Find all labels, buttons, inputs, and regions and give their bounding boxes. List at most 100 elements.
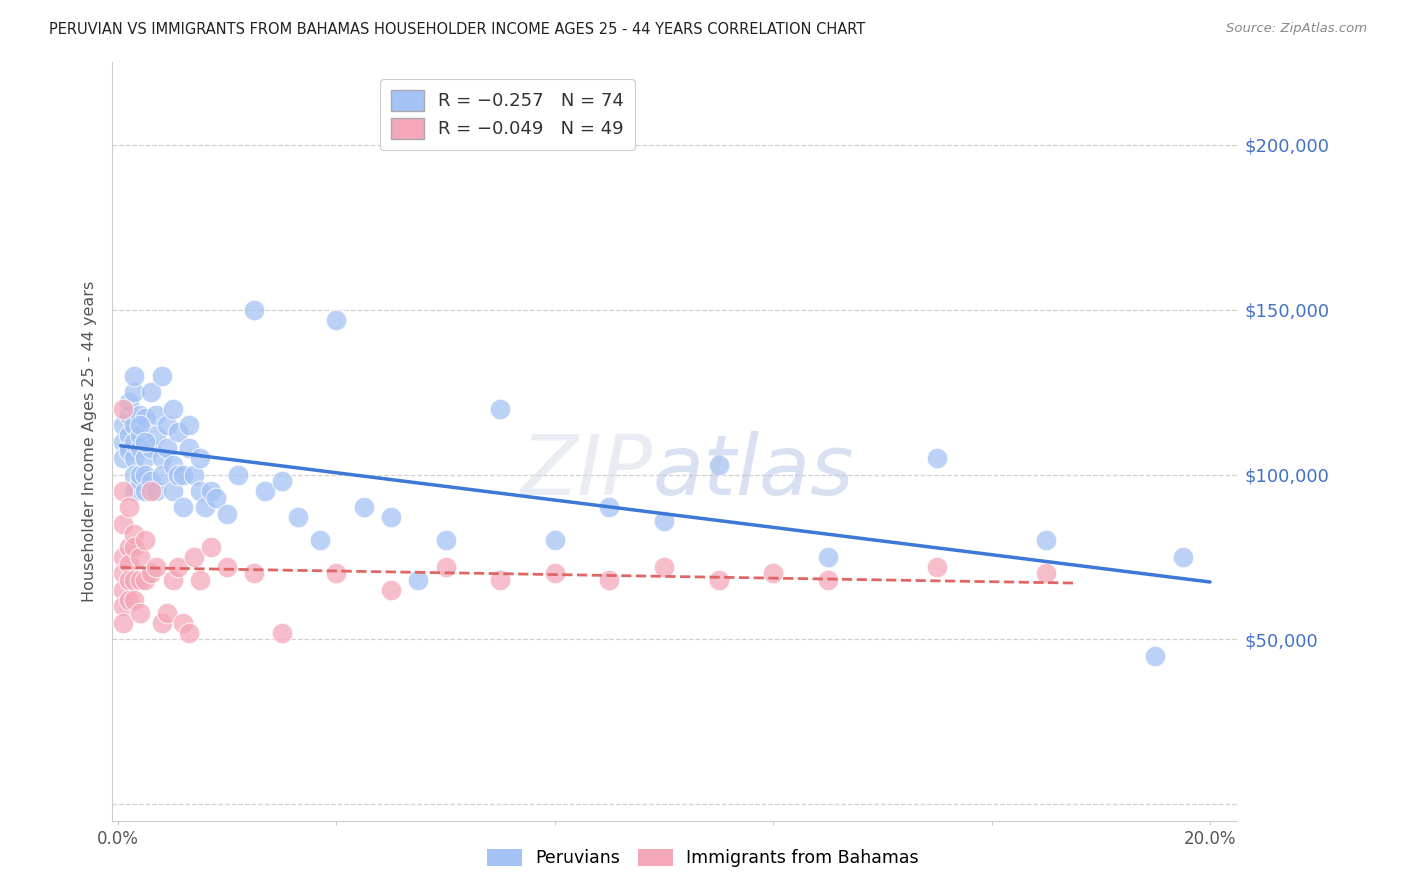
Point bbox=[544, 533, 567, 548]
Point bbox=[172, 467, 194, 482]
Point bbox=[112, 434, 135, 449]
Point bbox=[270, 474, 292, 488]
Point bbox=[139, 483, 162, 498]
Point bbox=[707, 573, 730, 587]
Point bbox=[118, 500, 141, 515]
Point bbox=[134, 533, 156, 548]
Point bbox=[112, 450, 135, 465]
Point bbox=[1035, 566, 1057, 581]
Point bbox=[598, 500, 620, 515]
Point bbox=[707, 458, 730, 472]
Point bbox=[112, 401, 135, 416]
Point bbox=[124, 418, 146, 433]
Point bbox=[128, 441, 150, 455]
Point bbox=[1035, 533, 1057, 548]
Point bbox=[128, 549, 150, 564]
Point bbox=[226, 467, 249, 482]
Text: atlas: atlas bbox=[652, 432, 853, 512]
Point bbox=[925, 450, 948, 465]
Point bbox=[128, 606, 150, 620]
Point bbox=[128, 474, 150, 488]
Point bbox=[156, 418, 179, 433]
Point bbox=[134, 450, 156, 465]
Point bbox=[124, 540, 146, 554]
Point bbox=[167, 559, 190, 574]
Point bbox=[145, 483, 167, 498]
Point bbox=[1144, 648, 1167, 663]
Point bbox=[112, 615, 135, 630]
Point bbox=[325, 566, 347, 581]
Point bbox=[167, 425, 190, 439]
Point bbox=[128, 428, 150, 442]
Point bbox=[139, 474, 162, 488]
Point bbox=[112, 582, 135, 597]
Text: Source: ZipAtlas.com: Source: ZipAtlas.com bbox=[1226, 22, 1367, 36]
Point bbox=[270, 625, 292, 640]
Point bbox=[309, 533, 332, 548]
Point bbox=[817, 549, 839, 564]
Point bbox=[124, 526, 146, 541]
Point bbox=[254, 483, 277, 498]
Point bbox=[1171, 549, 1194, 564]
Point bbox=[652, 559, 675, 574]
Point bbox=[434, 559, 457, 574]
Point bbox=[134, 434, 156, 449]
Point bbox=[112, 549, 135, 564]
Point bbox=[188, 450, 211, 465]
Point bbox=[118, 395, 141, 409]
Point bbox=[200, 483, 222, 498]
Point bbox=[124, 434, 146, 449]
Point bbox=[124, 592, 146, 607]
Point bbox=[544, 566, 567, 581]
Point bbox=[489, 401, 512, 416]
Point bbox=[118, 444, 141, 458]
Point bbox=[118, 441, 141, 455]
Point bbox=[118, 540, 141, 554]
Point bbox=[134, 573, 156, 587]
Point bbox=[817, 573, 839, 587]
Point bbox=[118, 573, 141, 587]
Point bbox=[205, 491, 228, 505]
Point bbox=[217, 559, 239, 574]
Point bbox=[118, 592, 141, 607]
Point bbox=[380, 510, 402, 524]
Point bbox=[145, 408, 167, 422]
Point bbox=[118, 408, 141, 422]
Point bbox=[128, 467, 150, 482]
Point bbox=[183, 467, 205, 482]
Point bbox=[188, 573, 211, 587]
Point bbox=[200, 540, 222, 554]
Point bbox=[139, 566, 162, 581]
Point bbox=[243, 302, 266, 317]
Point bbox=[177, 625, 200, 640]
Point bbox=[489, 573, 512, 587]
Point bbox=[128, 573, 150, 587]
Point bbox=[172, 500, 194, 515]
Point bbox=[134, 411, 156, 425]
Point bbox=[150, 467, 173, 482]
Point bbox=[162, 458, 184, 472]
Point bbox=[124, 483, 146, 498]
Point bbox=[243, 566, 266, 581]
Point bbox=[177, 418, 200, 433]
Point bbox=[652, 514, 675, 528]
Point bbox=[194, 500, 217, 515]
Point bbox=[183, 549, 205, 564]
Point bbox=[150, 450, 173, 465]
Point bbox=[150, 368, 173, 383]
Point bbox=[925, 559, 948, 574]
Point bbox=[325, 312, 347, 326]
Point bbox=[128, 418, 150, 433]
Point bbox=[112, 599, 135, 614]
Point bbox=[124, 450, 146, 465]
Point bbox=[112, 516, 135, 531]
Point bbox=[128, 408, 150, 422]
Point bbox=[353, 500, 375, 515]
Point bbox=[762, 566, 785, 581]
Point bbox=[118, 428, 141, 442]
Point bbox=[124, 385, 146, 400]
Text: ZIP: ZIP bbox=[520, 432, 652, 512]
Text: PERUVIAN VS IMMIGRANTS FROM BAHAMAS HOUSEHOLDER INCOME AGES 25 - 44 YEARS CORREL: PERUVIAN VS IMMIGRANTS FROM BAHAMAS HOUS… bbox=[49, 22, 866, 37]
Y-axis label: Householder Income Ages 25 - 44 years: Householder Income Ages 25 - 44 years bbox=[82, 281, 97, 602]
Point bbox=[145, 428, 167, 442]
